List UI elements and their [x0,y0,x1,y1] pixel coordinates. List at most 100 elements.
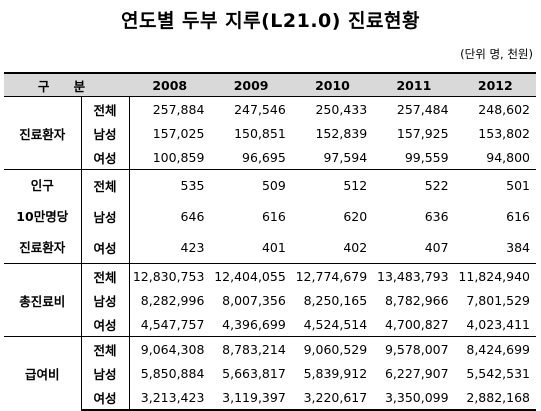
table-row: 남성 157,025 150,851 152,839 157,925 153,802 [4,121,536,145]
group-category-line: 진료환자 [19,240,66,255]
value-cell: 636 [424,208,449,224]
value-cell: 8,783,214 [210,336,292,361]
group-category: 총진료비 [4,263,82,337]
table-row: 남성 5,850,884 5,663,817 5,839,912 6,227,907 5,… [4,361,536,385]
row-label: 여성 [81,385,130,411]
value-cell: 5,542,531 [466,365,530,381]
value-cell: 247,546 [210,96,292,121]
value-cell: 5,839,912 [303,365,368,381]
group-category: 급여비 [4,336,82,410]
table-row: 총진료비 전체 12,830,753 12,404,055 12,774,679 13,4… [4,263,536,337]
value-cell: 12,830,753 [129,263,211,288]
row-label: 남성 [81,201,130,232]
value-cell: 3,119,397 [210,385,292,411]
value-cell: 8,782,966 [384,292,449,308]
value-cell: 423 [180,239,205,255]
value-cell: 153,802 [478,125,530,141]
value-cell: 157,025 [152,125,205,141]
row-label: 여성 [81,312,130,337]
value-cell: 5,850,884 [140,365,205,381]
value-cell: 407 [424,239,449,255]
value-cell: 616 [261,208,286,224]
value-cell: 616 [506,208,530,224]
row-label: 여성 [81,231,130,264]
value-cell: 5,663,817 [222,365,286,381]
value-cell: 535 [129,169,211,202]
value-cell: 8,424,699 [454,336,536,361]
value-cell: 96,695 [242,149,286,165]
value-cell: 12,774,679 [291,263,374,288]
table-row: 급여비 전체 9,064,308 8,783,214 9,060,529 9,578,00… [4,336,536,410]
table-row: 여성 423 401 402 407 384 [4,231,536,264]
value-cell: 13,483,793 [373,263,455,288]
value-cell: 4,524,514 [303,316,368,332]
value-cell: 97,594 [323,149,368,165]
group-category-line: 총진료비 [19,293,66,309]
value-cell: 9,064,308 [129,336,211,361]
value-cell: 3,350,099 [373,385,455,411]
value-cell: 509 [210,169,292,202]
page-title: 연도별 두부 지루(L21.0) 진료현황 [121,10,420,32]
value-cell: 4,547,757 [140,316,205,332]
row-label: 전체 [81,169,130,202]
value-cell: 250,433 [291,96,374,121]
group-category-line: 급여비 [24,367,60,382]
header-row: 구 분 2008 2009 2010 2011 2012 [4,72,536,97]
value-cell: 257,484 [373,96,455,121]
row-label: 남성 [81,361,130,385]
table-row: 여성 3,213,423 3,119,397 3,220,617 3,350,099 2,… [4,385,536,411]
value-cell: 152,839 [315,125,368,141]
stats-table: 구 분 2008 2009 2010 2011 2012 진료환자 전체 257,8… [4,72,536,411]
value-cell: 99,559 [404,149,449,165]
value-cell: 620 [343,208,368,224]
table-row: 여성 4,547,757 4,396,699 4,524,514 4,700,827 4,… [4,312,536,337]
value-cell: 248,602 [454,96,536,121]
value-cell: 3,220,617 [291,385,374,411]
group-category-line: 인구 [30,178,54,193]
value-cell: 401 [261,239,286,255]
value-cell: 402 [343,239,368,255]
header-year: 2008 [129,72,211,97]
table-row: 남성 646 616 620 636 616 [4,201,536,232]
value-cell: 522 [373,169,455,202]
group-category-line: 진료환자 [19,126,66,142]
value-cell: 8,282,996 [140,292,205,308]
row-label: 남성 [81,288,130,312]
value-cell: 4,396,699 [222,316,286,332]
value-cell: 646 [180,208,205,224]
value-cell: 157,925 [396,125,449,141]
value-cell: 9,578,007 [373,336,455,361]
row-label: 전체 [81,96,130,121]
row-label: 남성 [81,121,130,145]
table-row: 진료환자 전체 257,884 247,546 250,433 257,484 248,60… [4,96,536,170]
value-cell: 501 [454,169,536,202]
value-cell: 8,007,356 [222,292,286,308]
value-cell: 257,884 [129,96,211,121]
value-cell: 9,060,529 [291,336,374,361]
header-year: 2010 [291,72,374,97]
value-cell: 512 [291,169,374,202]
header-year: 2011 [373,72,455,97]
value-cell: 8,250,165 [303,292,368,308]
row-label: 전체 [81,336,130,361]
table-row: 여성 100,859 96,695 97,594 99,559 94,800 [4,145,536,170]
value-cell: 12,404,055 [210,263,292,288]
value-cell: 11,824,940 [454,263,536,288]
header-year: 2012 [454,72,536,97]
value-cell: 7,801,529 [466,292,530,308]
value-cell: 3,213,423 [129,385,211,411]
value-cell: 94,800 [486,149,530,165]
table-row: 남성 8,282,996 8,007,356 8,250,165 8,782,966 7,… [4,288,536,312]
row-label: 여성 [81,145,130,170]
group-category: 진료환자 [4,96,82,170]
value-cell: 2,882,168 [454,385,536,411]
unit-note: (단위 명, 천원) [460,47,533,61]
header-category: 구 분 [4,72,130,97]
group-category-line: 10만명당 [16,209,69,224]
header-year: 2009 [210,72,292,97]
value-cell: 100,859 [152,149,205,165]
row-label: 전체 [81,263,130,288]
value-cell: 150,851 [234,125,286,141]
